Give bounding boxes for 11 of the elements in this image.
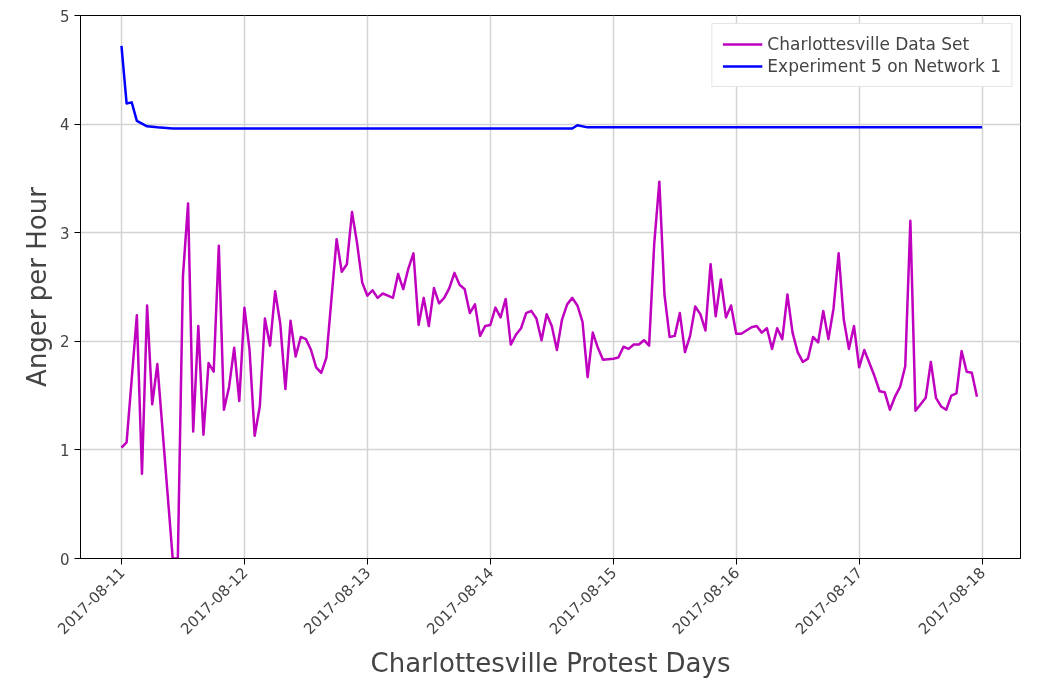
- y-tick-label: 2: [59, 333, 70, 352]
- legend-label: Experiment 5 on Network 1: [767, 56, 1001, 76]
- line-series: [120, 180, 979, 559]
- y-tick-label: 1: [59, 441, 70, 460]
- x-axis-title: Charlottesville Protest Days: [370, 647, 731, 678]
- y-axis-title: Anger per Hour: [21, 186, 52, 387]
- y-tick-label: 4: [59, 116, 70, 135]
- y-tick-label: 0: [59, 550, 70, 569]
- y-tick-label: 5: [59, 7, 70, 26]
- legend-label: Charlottesville Data Set: [767, 34, 970, 54]
- y-tick-label: 3: [59, 224, 70, 243]
